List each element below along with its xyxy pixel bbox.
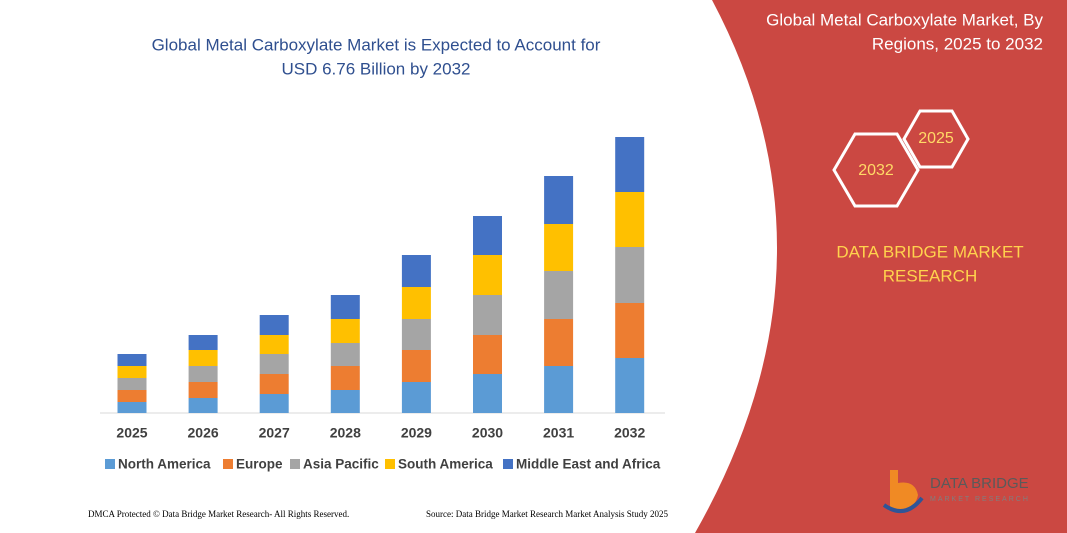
bar-segment (330, 366, 360, 390)
bar-segment (401, 350, 431, 382)
hexagon (902, 109, 970, 169)
legend-swatch (385, 459, 395, 469)
bar-segment (544, 319, 574, 366)
bar-segment (615, 303, 645, 358)
chart-title: Global Metal Carboxylate Market is Expec… (152, 35, 601, 54)
bar-segment (473, 295, 502, 335)
bar-segment (473, 216, 502, 255)
bar-segment (117, 390, 147, 402)
x-tick-label: 2026 (188, 425, 219, 441)
hexagon-label: 2032 (858, 162, 894, 179)
legend-swatch (290, 459, 300, 469)
legend-swatch (105, 459, 115, 469)
x-tick-label: 2029 (401, 425, 432, 441)
bar-segment (473, 255, 502, 295)
legend-swatch (223, 459, 233, 469)
x-tick-label: 2027 (259, 425, 290, 441)
brand-text: DATA BRIDGE MARKET (836, 242, 1023, 261)
bar-segment (259, 335, 289, 354)
logo-swoosh (882, 496, 924, 514)
bar-segment (117, 354, 147, 366)
brand-text: RESEARCH (883, 266, 977, 285)
bar-segment (330, 295, 360, 319)
bar-segment (259, 315, 289, 335)
bar-segment (188, 366, 218, 382)
bar-segment (259, 374, 289, 394)
right-panel (695, 0, 1067, 533)
bar-segment (188, 382, 218, 398)
logo-name: DATA BRIDGE (930, 475, 1029, 492)
logo: DATA BRIDGE MARKET RESEARCH (882, 470, 1030, 514)
footer-right: Source: Data Bridge Market Research Mark… (426, 509, 668, 519)
bar-segment (188, 398, 218, 413)
panel-title: Regions, 2025 to 2032 (872, 34, 1043, 53)
bar-segment (473, 335, 502, 374)
x-tick-label: 2025 (116, 425, 147, 441)
bar-segment (615, 137, 645, 192)
legend-label: Asia Pacific (303, 457, 379, 472)
x-tick-label: 2028 (330, 425, 361, 441)
x-tick-label: 2031 (543, 425, 574, 441)
x-tick-label: 2032 (614, 425, 645, 441)
bar-segment (615, 247, 645, 303)
legend-label: North America (118, 457, 211, 472)
bar-segment (544, 271, 574, 319)
bar-segment (188, 335, 218, 350)
legend-label: Middle East and Africa (516, 457, 661, 472)
bar-segment (117, 366, 147, 378)
bar-segment (401, 255, 431, 287)
bar-segment (188, 350, 218, 366)
bar-segment (330, 319, 360, 343)
chart-title: USD 6.76 Billion by 2032 (281, 59, 470, 78)
bar-segment (330, 390, 360, 413)
logo-icon (890, 470, 918, 511)
legend-label: Europe (236, 457, 283, 472)
panel-title: Global Metal Carboxylate Market, By (766, 10, 1043, 29)
bar-segment (544, 366, 574, 413)
bar-segment (117, 402, 147, 413)
bar-segment (401, 287, 431, 319)
hexagon-label: 2025 (918, 130, 954, 147)
bar-segment (401, 319, 431, 350)
legend-swatch (503, 459, 513, 469)
legend-label: South America (398, 457, 493, 472)
hexagon (832, 132, 920, 208)
bar-segment (615, 192, 645, 247)
bar-segment (259, 394, 289, 413)
logo-tagline: MARKET RESEARCH (930, 496, 1030, 503)
bar-segment (544, 224, 574, 271)
bar-segment (473, 374, 502, 413)
bar-segment (401, 382, 431, 413)
bar-segment (615, 358, 645, 413)
bar-segment (330, 343, 360, 366)
bar-segment (117, 378, 147, 390)
x-tick-label: 2030 (472, 425, 503, 441)
bar-segment (544, 176, 574, 224)
footer-left: DMCA Protected © Data Bridge Market Rese… (88, 509, 349, 519)
bar-segment (259, 354, 289, 374)
